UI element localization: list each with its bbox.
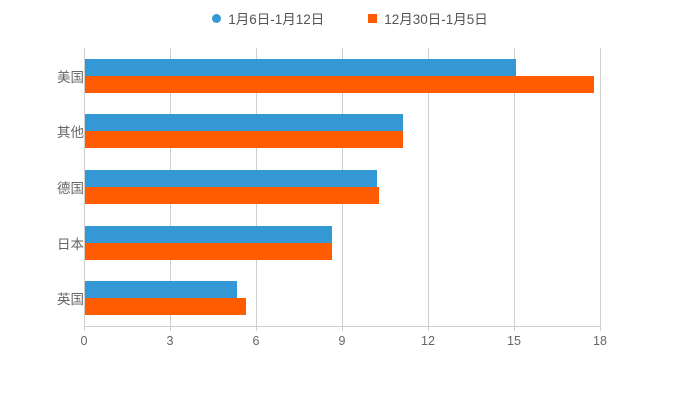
x-axis-tick	[600, 326, 601, 331]
y-axis-line	[84, 48, 85, 326]
y-axis-category-label: 英国	[57, 292, 84, 308]
x-axis-tick-label: 0	[80, 334, 88, 348]
y-axis-category-label: 德国	[57, 181, 84, 196]
x-axis-tick-label: 9	[338, 334, 346, 348]
x-axis-tick	[84, 326, 85, 331]
legend-item-series-1[interactable]: 1月6日-1月12日	[212, 8, 324, 28]
x-axis-tick-label: 18	[593, 334, 607, 348]
x-axis-tick-label: 15	[507, 334, 521, 348]
y-axis-category-label: 日本	[57, 236, 84, 252]
chart-legend: 1月6日-1月12日 12月30日-1月5日	[0, 8, 700, 28]
gridline	[600, 48, 601, 326]
x-axis-tick	[514, 326, 515, 331]
bar-series-2[interactable]	[85, 131, 404, 149]
legend-label-series-1: 1月6日-1月12日	[228, 12, 325, 27]
x-axis-tick	[428, 326, 429, 331]
y-axis-category-label: 美国	[57, 69, 84, 85]
bar-series-1[interactable]	[85, 225, 332, 243]
bar-series-1[interactable]	[85, 170, 378, 187]
legend-item-series-2[interactable]: 12月30日-1月5日	[368, 8, 488, 28]
legend-label-series-2: 12月30日-1月5日	[384, 12, 488, 27]
bar-series-2[interactable]	[85, 75, 594, 93]
legend-marker-square-icon	[368, 13, 378, 23]
y-axis-category-label: 其他	[57, 125, 84, 141]
x-axis-tick	[256, 326, 257, 331]
bar-series-1[interactable]	[85, 281, 237, 299]
legend-marker-circle-icon	[212, 13, 222, 23]
x-axis-tick-label: 6	[252, 334, 260, 348]
gridline	[514, 48, 515, 326]
bar-series-2[interactable]	[85, 242, 332, 260]
x-axis-tick	[170, 326, 171, 331]
bar-series-2[interactable]	[85, 298, 246, 316]
x-axis-tick	[342, 326, 343, 331]
x-axis-tick-label: 12	[421, 334, 435, 348]
plot-area: 0 3 6 9 12 15 18	[81, 48, 607, 348]
bar-series-2[interactable]	[85, 187, 379, 204]
gridline	[428, 48, 429, 326]
x-axis-tick-label: 3	[166, 334, 174, 348]
bar-series-1[interactable]	[85, 114, 404, 132]
bar-series-1[interactable]	[85, 58, 517, 76]
